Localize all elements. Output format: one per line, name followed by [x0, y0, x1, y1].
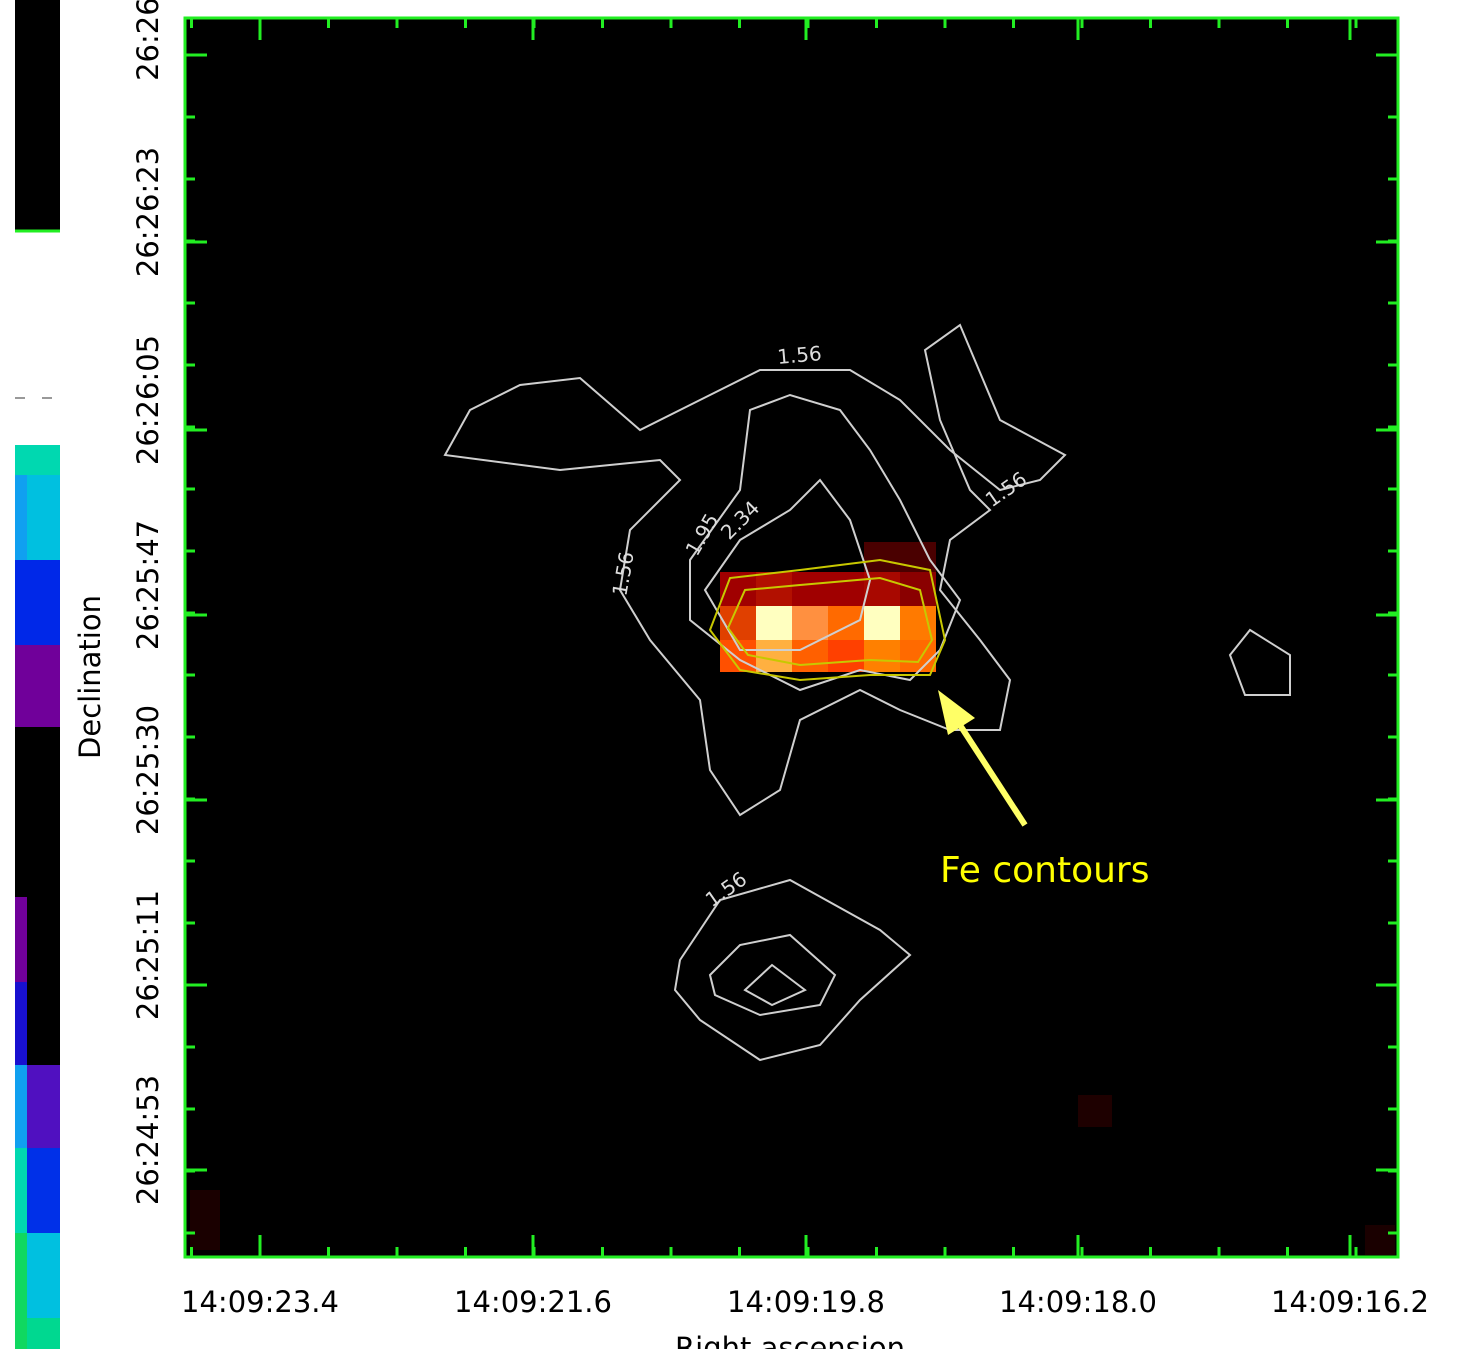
y-tick-label: 26:25:11 — [131, 890, 165, 1020]
y-tick-label: 26:26:05 — [131, 335, 165, 465]
x-tick-label: 14:09:21.6 — [454, 1285, 612, 1319]
color-strip — [15, 0, 60, 1349]
y-tick-label: 26:26:23 — [131, 147, 165, 277]
annotation: Fe contours — [940, 850, 1149, 891]
page: 14:09:23.4 14:09:21.6 14:09:19.8 14:09:18.0… — [0, 0, 1462, 1349]
y-tick-label: 26:24:53 — [131, 1075, 165, 1205]
x-tick-label: 14:09:23.4 — [181, 1285, 339, 1319]
x-tick-label: 14:09:19.8 — [727, 1285, 885, 1319]
y-axis-label: Declination — [73, 595, 107, 759]
x-tick-label: 14:09:18.0 — [999, 1285, 1157, 1319]
x-axis-label: Right ascension — [675, 1331, 905, 1349]
y-tick-label: 26:25:47 — [131, 520, 165, 650]
y-tick-label: 26:26:4 — [131, 0, 165, 81]
y-tick-label: 26:25:30 — [131, 705, 165, 835]
contour-label: 1.56 — [776, 341, 822, 369]
x-tick-label: 14:09:16.2 — [1271, 1285, 1429, 1319]
